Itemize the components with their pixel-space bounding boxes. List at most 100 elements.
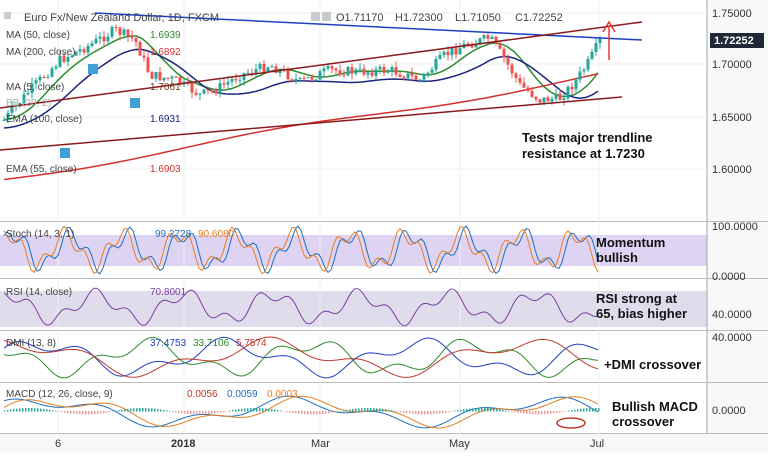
ma5-label[interactable]: MA (5, close) [6, 82, 64, 93]
rsi-label[interactable]: RSI (14, close) [6, 287, 72, 298]
candle-body[interactable] [366, 72, 370, 75]
candle-body[interactable] [258, 63, 262, 70]
candle-body[interactable] [386, 71, 390, 73]
candle-body[interactable] [70, 55, 74, 58]
candle-body[interactable] [90, 43, 94, 46]
candle-body[interactable] [582, 69, 586, 72]
candle-body[interactable] [478, 38, 482, 44]
candle-body[interactable] [154, 72, 158, 79]
candle-body[interactable] [354, 69, 358, 74]
candle-body[interactable] [214, 90, 218, 94]
candle-body[interactable] [226, 81, 230, 85]
dmi-label[interactable]: DMI (13, 8) [6, 338, 56, 349]
candle-body[interactable] [494, 36, 498, 44]
candle-body[interactable] [334, 68, 338, 71]
candle-body[interactable] [190, 82, 194, 93]
candle-body[interactable] [158, 72, 162, 81]
candle-body[interactable] [6, 112, 10, 120]
candle-body[interactable] [378, 66, 382, 70]
candle-body[interactable] [210, 90, 214, 92]
candle-body[interactable] [10, 106, 14, 113]
candle-body[interactable] [18, 103, 22, 106]
candle-body[interactable] [490, 36, 494, 39]
candle-body[interactable] [486, 35, 490, 39]
candle-body[interactable] [150, 71, 154, 79]
candle-body[interactable] [30, 83, 34, 93]
candle-body[interactable] [74, 51, 78, 56]
upper-blue-trendline[interactable] [94, 12, 643, 41]
candle-body[interactable] [482, 35, 486, 39]
candle-body[interactable] [194, 92, 198, 95]
candle-body[interactable] [450, 48, 454, 56]
candle-body[interactable] [346, 67, 350, 76]
candle-body[interactable] [398, 74, 402, 77]
candle-body[interactable] [338, 70, 342, 75]
ema55-label[interactable]: EMA (55, close) [6, 164, 77, 175]
candle-body[interactable] [130, 35, 134, 39]
candle-body[interactable] [22, 94, 26, 104]
candle-body[interactable] [362, 68, 366, 75]
candle-body[interactable] [390, 67, 394, 72]
candle-body[interactable] [314, 79, 318, 81]
candle-body[interactable] [470, 45, 474, 48]
candle-body[interactable] [46, 76, 50, 78]
macd-label[interactable]: MACD (12, 26, close, 9) [6, 389, 113, 400]
candle-body[interactable] [550, 98, 554, 102]
candle-body[interactable] [62, 55, 66, 62]
main-legend[interactable]: MA (50, close) 1.6939 MA (200, close) 1.… [6, 30, 181, 175]
candle-body[interactable] [394, 67, 398, 75]
candle-body[interactable] [202, 89, 206, 94]
candle-body[interactable] [230, 78, 234, 82]
candle-body[interactable] [558, 93, 562, 101]
candle-body[interactable] [246, 72, 250, 74]
candle-body[interactable] [326, 66, 330, 69]
candle-body[interactable] [374, 69, 378, 76]
macd-pane[interactable] [0, 383, 707, 433]
candle-body[interactable] [54, 66, 58, 69]
trendlines[interactable] [0, 12, 643, 151]
candle-body[interactable] [198, 93, 202, 95]
candle-body[interactable] [350, 67, 354, 74]
candle-body[interactable] [82, 49, 86, 53]
candle-body[interactable] [406, 73, 410, 79]
candle-body[interactable] [594, 43, 598, 52]
upper-red-trendline[interactable] [0, 21, 643, 109]
stoch-label[interactable]: Stoch (14, 3, 1) [6, 229, 74, 240]
candle-body[interactable] [270, 66, 274, 68]
candle-body[interactable] [66, 57, 70, 62]
candle-body[interactable] [330, 66, 334, 69]
candle-body[interactable] [454, 48, 458, 55]
candle-body[interactable] [286, 70, 290, 80]
candle-body[interactable] [118, 27, 122, 35]
candle-body[interactable] [562, 98, 566, 101]
candle-body[interactable] [298, 77, 302, 79]
candle-body[interactable] [502, 48, 506, 58]
candle-body[interactable] [526, 87, 530, 91]
candle-body[interactable] [542, 97, 546, 103]
candle-body[interactable] [42, 76, 46, 78]
settings-icon[interactable] [322, 12, 331, 21]
candle-body[interactable] [370, 72, 374, 76]
candle-body[interactable] [206, 89, 210, 91]
candlesticks[interactable] [2, 24, 602, 123]
candle-body[interactable] [50, 68, 54, 77]
candle-body[interactable] [218, 83, 222, 94]
candle-body[interactable] [102, 36, 106, 42]
candle-body[interactable] [510, 64, 514, 74]
candle-body[interactable] [518, 77, 522, 83]
bb-visibility-icon[interactable] [130, 98, 140, 108]
candle-body[interactable] [306, 77, 310, 79]
candle-body[interactable] [114, 27, 118, 29]
collapse-icon[interactable] [4, 12, 11, 19]
eye-icon[interactable] [311, 12, 320, 21]
candle-body[interactable] [162, 77, 166, 81]
candle-body[interactable] [294, 78, 298, 81]
candle-body[interactable] [566, 86, 570, 99]
candle-body[interactable] [134, 38, 138, 43]
symbol-header[interactable]: Euro Fx/New Zealand Dollar, 1D, FXCM O1.… [4, 12, 563, 24]
candle-body[interactable] [86, 45, 90, 53]
candle-body[interactable] [422, 74, 426, 80]
price-axis[interactable] [707, 0, 768, 434]
candle-body[interactable] [570, 86, 574, 90]
